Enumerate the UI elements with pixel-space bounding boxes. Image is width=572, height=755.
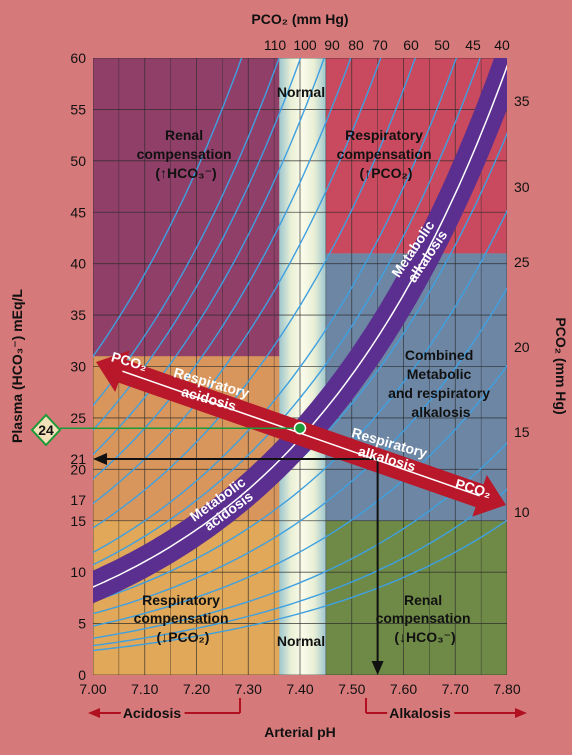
right-tick-label: 20	[514, 339, 530, 355]
top-tick-label: 90	[324, 37, 340, 53]
acidosis-label: Acidosis	[123, 705, 182, 721]
axis-ticks: 7.00 7.10 7.20 7.30 7.40 7.50 7.60 7.70 7.80 0 5 10…	[70, 37, 529, 697]
y-left-tick-label: 10	[70, 564, 86, 580]
x-tick-label: 7.10	[131, 681, 158, 697]
x-tick-label: 7.50	[338, 681, 365, 697]
right-tick-label: 25	[514, 254, 530, 270]
top-tick-label: 110	[264, 37, 287, 53]
alkalosis-label: Alkalosis	[389, 705, 451, 721]
x-tick-label: 7.20	[183, 681, 210, 697]
right-tick-label: 30	[514, 179, 530, 195]
vertical-marker-arrowhead	[371, 661, 384, 675]
right-tick-label: 10	[514, 504, 530, 520]
top-tick-label: 40	[494, 37, 510, 53]
region-bottom-right	[325, 520, 507, 675]
region-resp-comp-bottom: Respiratory compensation (↓PCO₂)	[134, 592, 233, 645]
y-left-tick-label: 35	[70, 307, 86, 323]
markers	[60, 421, 384, 675]
y-left-tick-label: 17	[70, 492, 86, 508]
top-tick-label: 60	[403, 37, 419, 53]
y-left-tick-label: 55	[70, 101, 86, 117]
region-renal-comp-bottom: Renal compensation (↓HCO₃⁻)	[376, 592, 475, 645]
x-tick-label: 7.00	[79, 681, 106, 697]
top-tick-label: 80	[348, 37, 364, 53]
y-left-tick-label: 45	[70, 204, 86, 220]
y-left-tick-label: 0	[78, 667, 86, 683]
acidosis-arrow	[88, 698, 241, 718]
normal-point	[293, 421, 307, 435]
right-tick-label: 15	[514, 424, 530, 440]
y-left-tick-label: 50	[70, 153, 86, 169]
x-tick-label: 7.70	[442, 681, 469, 697]
isobar-line	[93, 209, 507, 603]
isobar-line	[93, 58, 458, 554]
top-tick-label: 45	[465, 37, 481, 53]
normal-hco3-marker: 24	[30, 413, 62, 447]
left-axis-title: Plasma (HCO₃⁻) mEq/L	[9, 289, 25, 443]
y-left-tick-label: 25	[70, 410, 86, 426]
y-left-tick-label: 21	[70, 451, 86, 467]
svg-text:24: 24	[38, 422, 54, 438]
x-tick-label: 7.30	[235, 681, 262, 697]
x-tick-label: 7.80	[493, 681, 520, 697]
y-left-tick-label: 30	[70, 359, 86, 375]
isobar-line	[93, 58, 243, 358]
y-left-tick-label: 60	[70, 50, 86, 66]
isobar-line	[93, 364, 507, 627]
isobar-line	[93, 58, 417, 529]
isobar-line	[93, 58, 481, 566]
region-top-left	[93, 58, 280, 357]
isobar-line	[93, 488, 507, 647]
y-left-tick-label: 20	[70, 461, 86, 477]
right-axis-title: PCO₂ (mm Hg)	[553, 317, 569, 414]
region-combined-alkalosis: Combined Metabolic and respiratory alkal…	[388, 347, 494, 420]
bottom-axis-title: Arterial pH	[264, 724, 336, 740]
top-tick-label: 50	[434, 37, 450, 53]
top-axis-title: PCO₂ (mm Hg)	[251, 11, 348, 27]
right-tick-label: 35	[514, 93, 530, 109]
isobar-line	[93, 58, 325, 456]
region-renal-comp-top: Renal compensation (↑HCO₃⁻)	[137, 127, 236, 181]
isobar-line	[93, 58, 280, 407]
x-tick-label: 7.60	[390, 681, 417, 697]
normal-label-top: Normal	[277, 84, 325, 100]
horizontal-marker-arrowhead	[93, 453, 107, 466]
isobar-line	[93, 519, 507, 652]
y-left-tick-label: 15	[70, 513, 86, 529]
y-left-tick-label: 5	[78, 616, 86, 632]
top-tick-label: 70	[372, 37, 388, 53]
y-left-tick-label: 40	[70, 256, 86, 272]
top-tick-label: 100	[293, 37, 317, 53]
x-tick-label: 7.40	[286, 681, 313, 697]
normal-label-bottom: Normal	[277, 633, 325, 649]
alkalosis-arrow	[365, 698, 527, 718]
isobar-line	[93, 287, 507, 615]
region-resp-comp-top: Respiratory compensation (↑PCO₂)	[337, 127, 436, 181]
